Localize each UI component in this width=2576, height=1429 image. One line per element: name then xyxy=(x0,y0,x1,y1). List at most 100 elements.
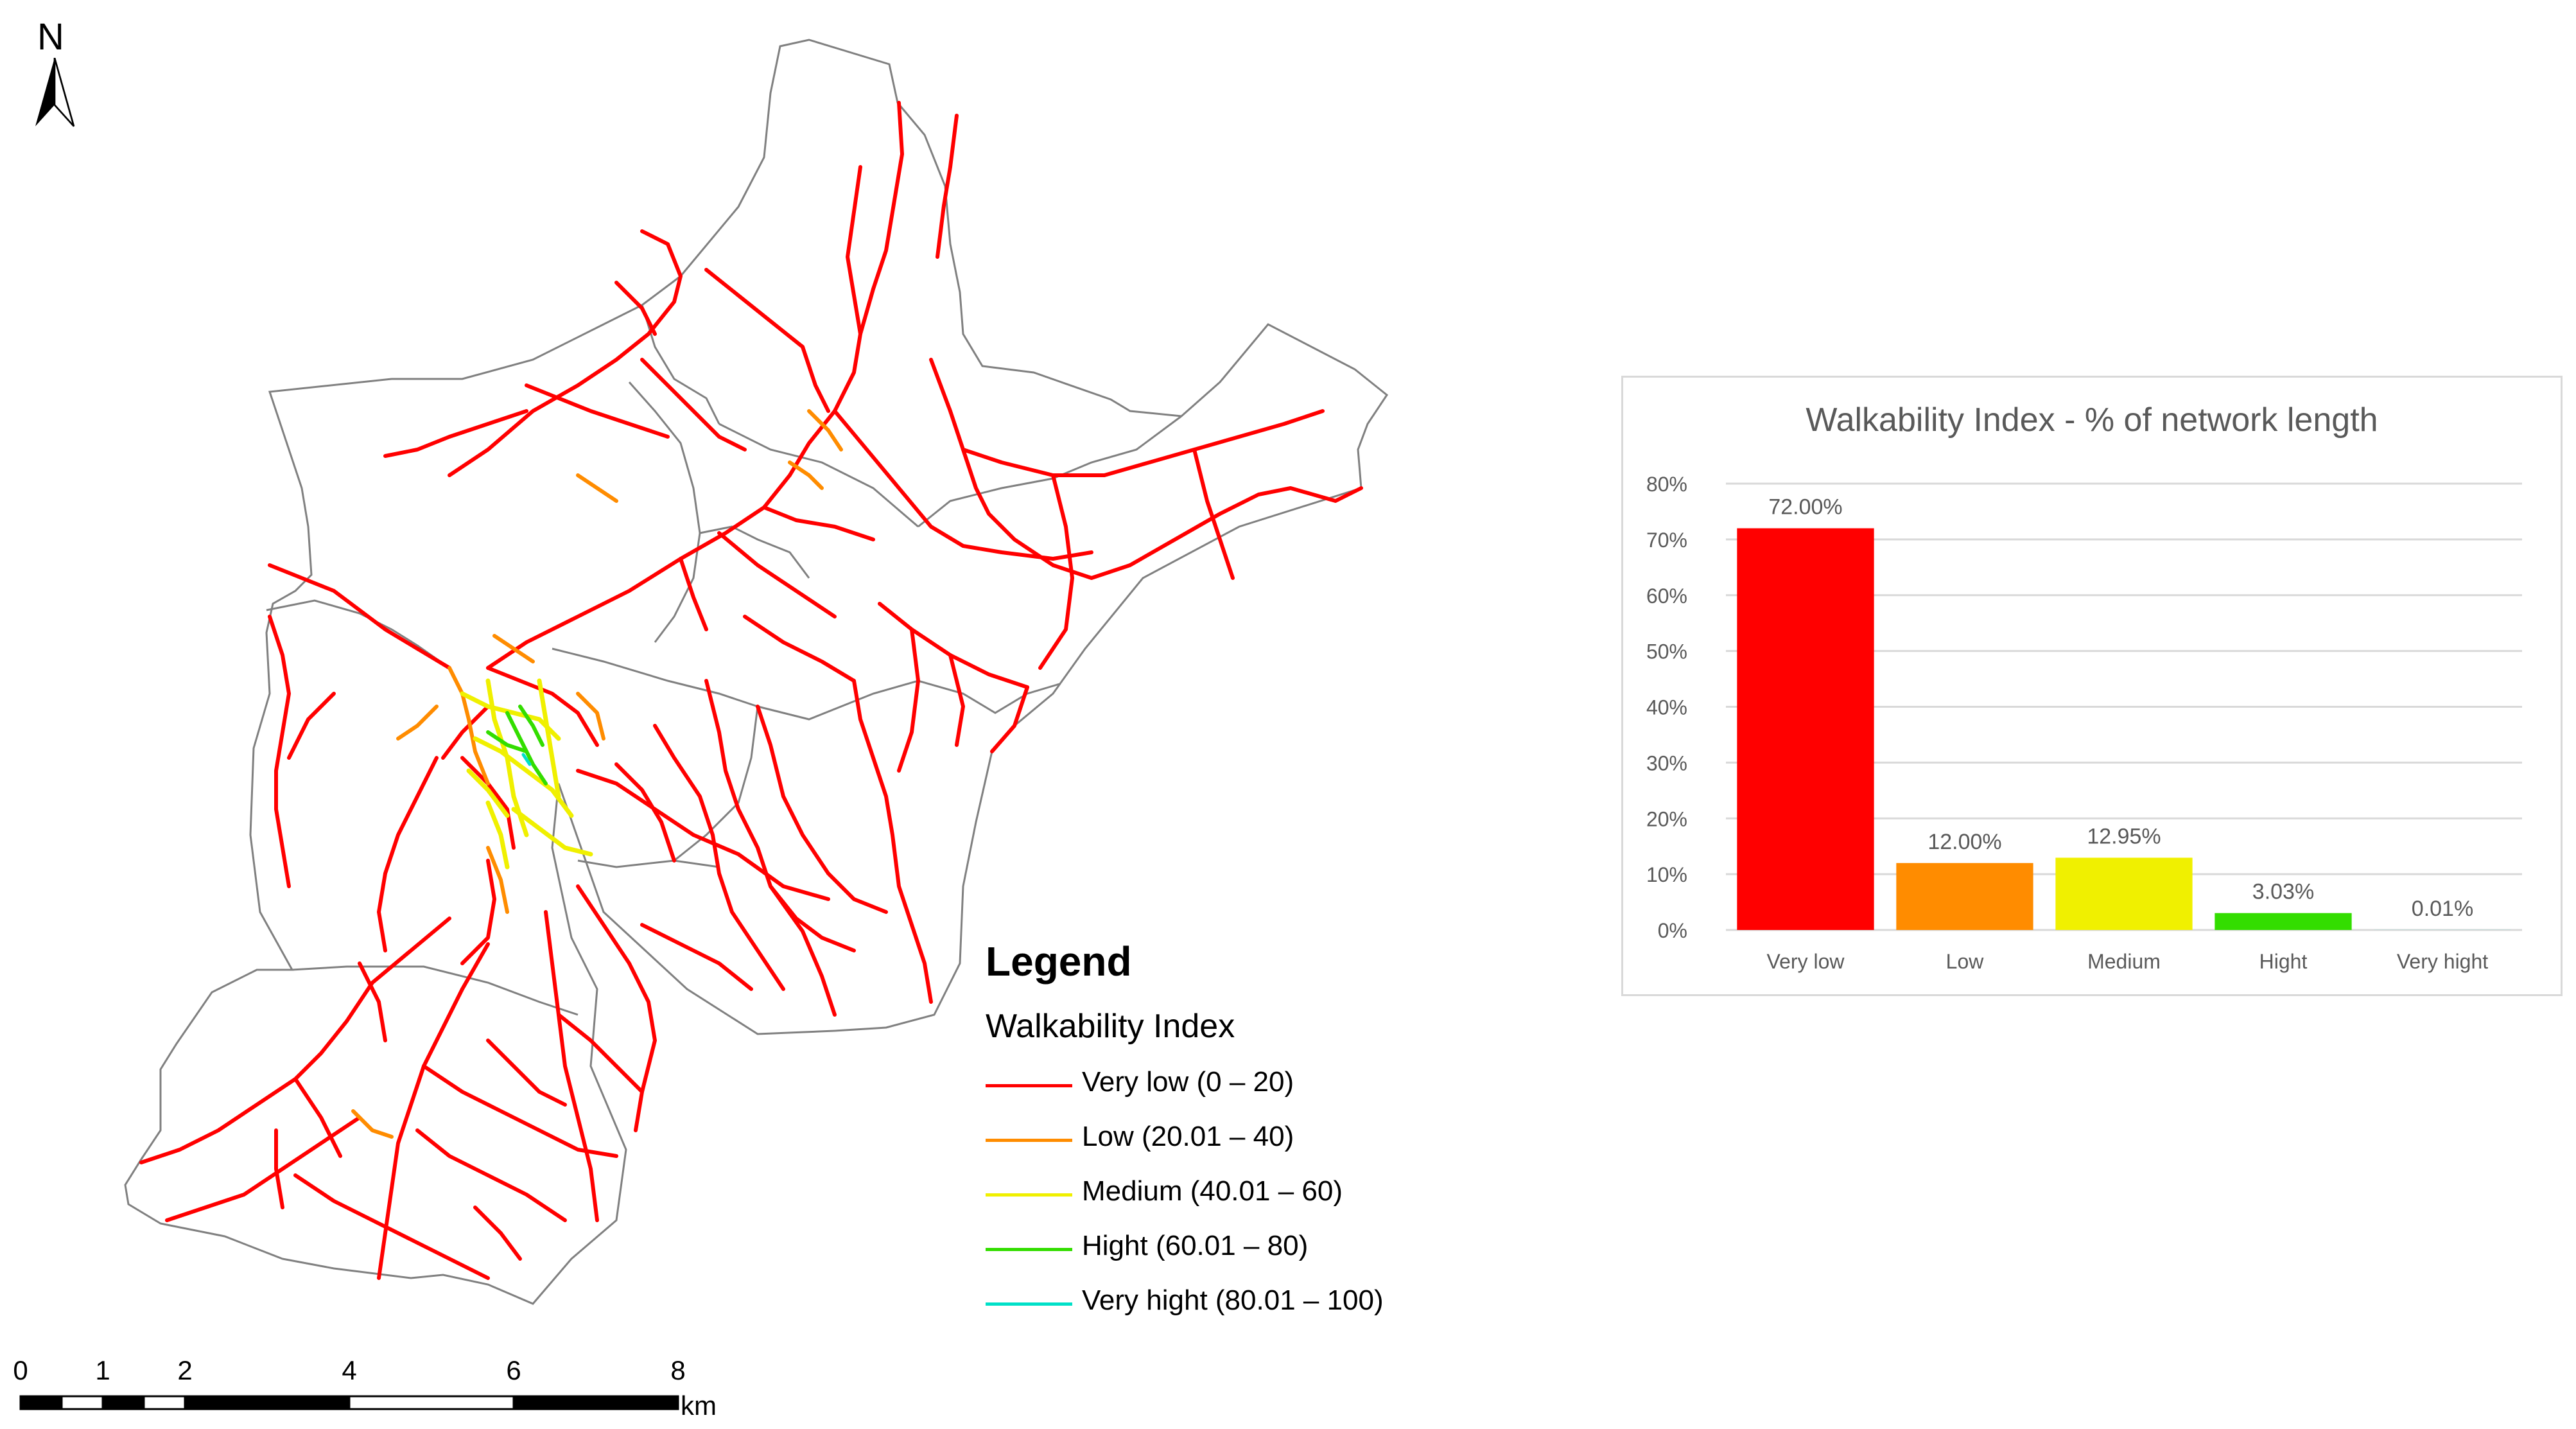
inner-boundary xyxy=(641,304,720,425)
road-segment xyxy=(1192,448,1235,580)
road-segment xyxy=(473,1205,522,1261)
road-segment xyxy=(852,679,933,1004)
data-label: 0.01% xyxy=(2412,897,2473,921)
chart-title: Walkability Index - % of network length xyxy=(1806,401,2378,439)
x-tick-label: Very low xyxy=(1767,950,1845,973)
road-segment xyxy=(743,615,856,683)
road-segment xyxy=(537,678,561,799)
road-segment xyxy=(377,756,439,952)
road-segment xyxy=(165,1116,361,1222)
legend-swatch xyxy=(986,1193,1072,1197)
data-label: 3.03% xyxy=(2252,880,2314,904)
legend-swatch xyxy=(986,1302,1072,1306)
road-segment xyxy=(576,473,618,503)
road-segment xyxy=(441,705,490,760)
legend-item-medium: Medium (40.01 – 60) xyxy=(986,1175,1435,1214)
legend-item-very-low: Very low (0 – 20) xyxy=(986,1066,1435,1105)
scale-bar: 0 1 2 4 6 8 km xyxy=(13,1355,732,1426)
road-segment xyxy=(833,101,904,413)
x-tick-label: Hight xyxy=(2259,950,2308,973)
legend-item-hight: Hight (60.01 – 80) xyxy=(986,1230,1435,1268)
inner-boundary xyxy=(292,965,579,1016)
bar-chart: Walkability Index - % of network length … xyxy=(1621,376,2563,996)
road-segment xyxy=(377,942,490,1280)
data-label: 12.95% xyxy=(2087,824,2161,848)
legend-swatch xyxy=(986,1139,1072,1142)
road-segment xyxy=(936,114,959,259)
road-segment xyxy=(460,859,496,965)
road-segment xyxy=(846,165,862,336)
y-tick-label: 20% xyxy=(1646,807,1687,830)
data-label: 12.00% xyxy=(1928,830,2001,854)
y-tick-label: 10% xyxy=(1646,863,1687,886)
legend-item-low: Low (20.01 – 40) xyxy=(986,1121,1435,1159)
road-segment xyxy=(383,409,528,458)
roads-hight xyxy=(486,705,548,785)
road-segment xyxy=(268,615,291,888)
road-segment xyxy=(640,358,747,451)
road-segment xyxy=(961,409,1325,477)
legend-subtitle: Walkability Index xyxy=(986,1008,1235,1045)
road-segment xyxy=(448,229,683,477)
road-segment xyxy=(485,678,529,837)
road-segment xyxy=(486,730,528,753)
x-tick-label: Medium xyxy=(2087,950,2161,973)
roads-medium xyxy=(460,678,593,870)
road-segment xyxy=(358,961,387,1042)
x-tick-label: Low xyxy=(1946,950,1985,973)
legend-title: Legend xyxy=(986,938,1132,985)
y-tick-label: 0% xyxy=(1658,919,1687,942)
bar-low xyxy=(1896,863,2033,930)
road-segment xyxy=(897,627,920,773)
road-segment xyxy=(756,705,888,914)
scale-tick-label: 4 xyxy=(342,1355,357,1385)
inner-boundary xyxy=(577,859,720,868)
road-segment xyxy=(692,833,830,901)
road-segment xyxy=(274,1128,284,1209)
scale-tick-label: 8 xyxy=(670,1355,686,1385)
road-segment xyxy=(492,634,535,663)
road-segment xyxy=(287,692,336,760)
y-tick-label: 30% xyxy=(1646,751,1687,775)
x-tick-label: Very hight xyxy=(2397,950,2488,973)
y-tick-label: 80% xyxy=(1646,473,1687,496)
road-segment xyxy=(557,1013,644,1094)
scale-bar-graphic xyxy=(19,1395,679,1410)
road-segment xyxy=(486,846,509,914)
scale-tick-label: 6 xyxy=(506,1355,521,1385)
road-segment xyxy=(576,692,605,741)
inner-boundary xyxy=(674,706,759,862)
bar-very-low xyxy=(1737,528,1874,930)
road-segment xyxy=(460,756,516,850)
road-segment xyxy=(486,1039,567,1107)
road-segment xyxy=(614,762,676,863)
inner-boundary xyxy=(628,381,701,643)
y-tick-label: 40% xyxy=(1646,696,1687,719)
data-label: 72.00% xyxy=(1768,495,1842,520)
road-segment xyxy=(769,884,837,1017)
bar-hight xyxy=(2215,913,2352,930)
legend-swatch xyxy=(986,1248,1072,1251)
road-segment xyxy=(511,807,593,857)
road-segment xyxy=(788,460,824,490)
y-tick-label: 50% xyxy=(1646,640,1687,663)
road-segment xyxy=(653,724,785,991)
road-segment xyxy=(525,383,670,439)
scale-tick-label: 0 xyxy=(13,1355,28,1385)
inner-boundary xyxy=(757,679,1060,721)
legend-label: Very low (0 – 20) xyxy=(1082,1066,1294,1098)
roads-very-low xyxy=(139,101,1363,1280)
road-segment xyxy=(948,653,965,747)
y-tick-label: 60% xyxy=(1646,584,1687,608)
scale-tick-label: 1 xyxy=(95,1355,110,1385)
legend-item-very-hight: Very hight (80.01 – 100) xyxy=(986,1284,1435,1323)
legend-swatch xyxy=(986,1084,1072,1087)
road-segment xyxy=(717,531,837,618)
chart-plot: 0% 10% 20% 30% 40% 50% 60% 70% 80% 72.00% Very low… xyxy=(1646,473,2522,973)
road-segment xyxy=(929,358,1363,580)
road-segment xyxy=(293,1077,342,1158)
scale-tick-label: 2 xyxy=(177,1355,193,1385)
road-segment xyxy=(544,910,599,1222)
road-segment xyxy=(679,557,708,631)
road-segment xyxy=(448,666,490,785)
